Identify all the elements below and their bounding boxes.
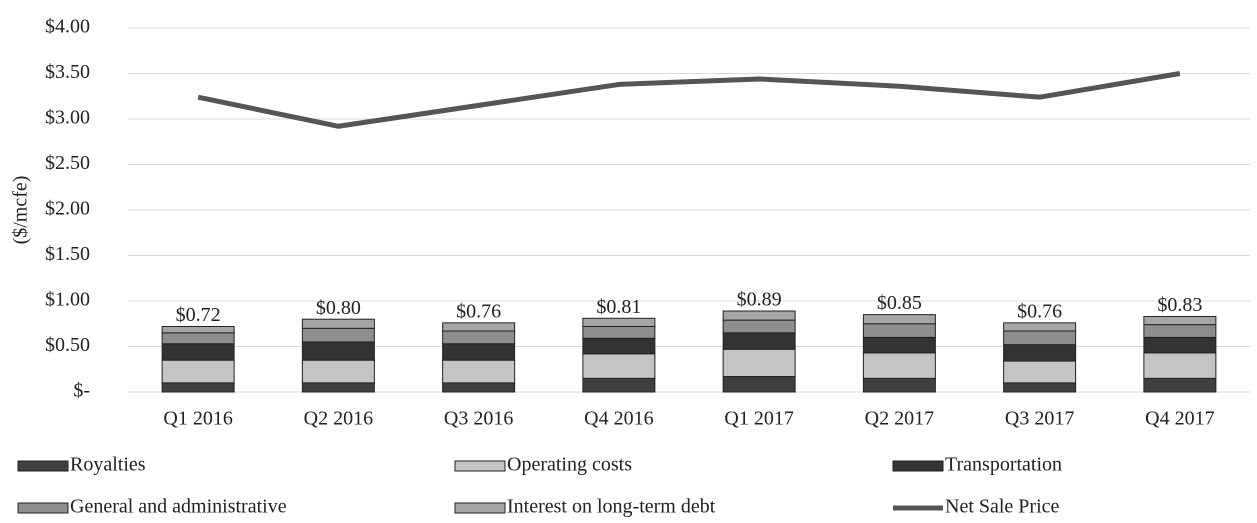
x-tick-label: Q2 2016 [304,408,373,430]
legend-label: General and administrative [70,496,287,518]
legend-swatch [17,460,69,472]
bar-segment [161,332,235,345]
y-tick-label: $4.00 [45,16,90,38]
legend-label: Transportation [945,454,1062,476]
bar-segment [862,377,936,393]
total-label: $0.76 [456,300,501,322]
bar-segment [722,319,796,334]
legend-swatch [892,460,944,472]
y-tick-label: $1.00 [45,289,90,311]
bar-segment [1003,360,1077,384]
bar-segment [582,317,656,327]
bar-segment [1003,344,1077,362]
x-tick-label: Q4 2017 [1145,408,1214,430]
bar-segment [1143,336,1217,354]
total-label: $0.81 [596,296,641,318]
total-label: $0.80 [316,297,361,319]
bar-segment [301,341,375,361]
bar-segment [862,336,936,354]
bar-segment [161,359,235,384]
bar-segment [161,382,235,393]
y-tick-label: $- [73,380,90,402]
x-tick-label: Q3 2017 [1005,408,1074,430]
bar-segment [161,343,235,361]
legend-label: Royalties [70,454,146,476]
bar-segment [862,323,936,338]
y-tick-label: $0.50 [45,334,90,356]
bar-segment [442,382,516,393]
bar-segment [442,322,516,332]
bar-segment [301,382,375,393]
x-tick-label: Q2 2017 [865,408,934,430]
y-tick-label: $2.50 [45,152,90,174]
bar-segment [1003,322,1077,332]
bar-segment [301,327,375,343]
legend-label: Operating costs [507,454,632,476]
legend-swatch [454,502,506,514]
bar-segment [301,318,375,329]
total-label: $0.85 [877,292,922,314]
bar-segment [1143,324,1217,338]
bar-segment [301,359,375,384]
bar-segment [862,314,936,325]
bar-segment [161,325,235,334]
bar-segment [722,310,796,321]
bar-segment [722,348,796,378]
bar-segment [442,343,516,361]
legend-swatch [454,460,506,472]
y-axis-label: ($/mcfe) [10,176,32,245]
bar-segment [582,377,656,393]
legend-label: Interest on long-term debt [507,496,716,518]
x-tick-label: Q3 2016 [444,408,513,430]
bar-segment [1143,377,1217,393]
y-tick-label: $2.00 [45,198,90,220]
total-label: $0.72 [176,304,221,326]
x-tick-label: Q1 2016 [163,408,232,430]
bar-segment [862,352,936,379]
bar-segment [1143,352,1217,379]
bar-segment [442,330,516,345]
bar-segment [722,376,796,393]
total-label: $0.83 [1157,294,1202,316]
bar-segment [1003,382,1077,393]
y-tick-label: $3.50 [45,61,90,83]
legend-label: Net Sale Price [945,496,1060,518]
total-label: $0.76 [1017,300,1062,322]
bar-segment [582,325,656,339]
bar-segment [1143,315,1217,326]
y-tick-label: $1.50 [45,243,90,265]
bar-segment [582,337,656,355]
bar-segment [582,353,656,379]
y-tick-label: $3.00 [45,107,90,129]
line [197,71,1181,129]
total-label: $0.89 [737,289,782,311]
legend-swatch [17,502,69,514]
bar-segment [722,332,796,350]
bar-segment [1003,330,1077,346]
x-tick-label: Q4 2016 [584,408,653,430]
bar-segment [442,359,516,384]
x-tick-label: Q1 2017 [724,408,793,430]
